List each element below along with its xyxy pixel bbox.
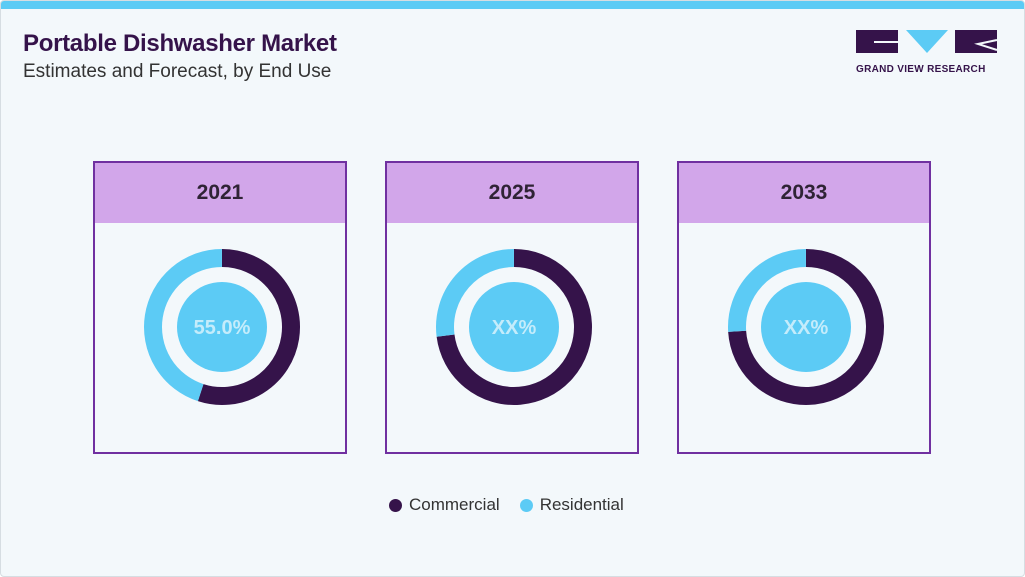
legend-label: Residential — [539, 495, 624, 514]
center-circle — [761, 282, 851, 372]
center-circle — [177, 282, 267, 372]
logo-text: GRAND VIEW RESEARCH — [856, 64, 986, 75]
donut-chart: XX% — [436, 249, 592, 405]
center-circle — [469, 282, 559, 372]
chart-subtitle: Estimates and Forecast, by End Use — [23, 61, 332, 82]
donut-chart: 55.0% — [144, 249, 300, 405]
grand-view-research-logo: GRAND VIEW RESEARCH — [856, 30, 998, 75]
residential-slice — [436, 249, 515, 337]
legend: Commercial Residential — [389, 495, 624, 515]
chart-title: Portable Dishwasher Market — [23, 30, 337, 57]
card-year-header: 2033 — [679, 163, 929, 223]
card-year-header: 2025 — [387, 163, 637, 223]
gvr-logo-icon — [856, 30, 998, 53]
donut-card-2025: 2025 XX% — [385, 161, 639, 454]
donut-card-2021: 2021 55.0% — [93, 161, 347, 454]
center-label: 55.0% — [194, 317, 251, 339]
donut-chart: XX% — [728, 249, 884, 405]
center-label: XX% — [492, 317, 537, 339]
legend-item-commercial: Commercial — [389, 495, 500, 515]
center-label: XX% — [784, 317, 829, 339]
accent-bar — [1, 1, 1024, 9]
legend-item-residential: Residential — [519, 495, 624, 515]
residential-slice — [728, 249, 807, 332]
commercial-slice — [436, 249, 592, 405]
donut-card-2033: 2033 XX% — [677, 161, 931, 454]
legend-label: Commercial — [409, 495, 500, 514]
commercial-slice — [728, 249, 884, 405]
residential-slice — [144, 249, 223, 402]
commercial-swatch — [389, 498, 402, 512]
commercial-slice — [197, 249, 300, 405]
residential-swatch — [519, 498, 533, 512]
card-year-header: 2021 — [95, 163, 345, 223]
